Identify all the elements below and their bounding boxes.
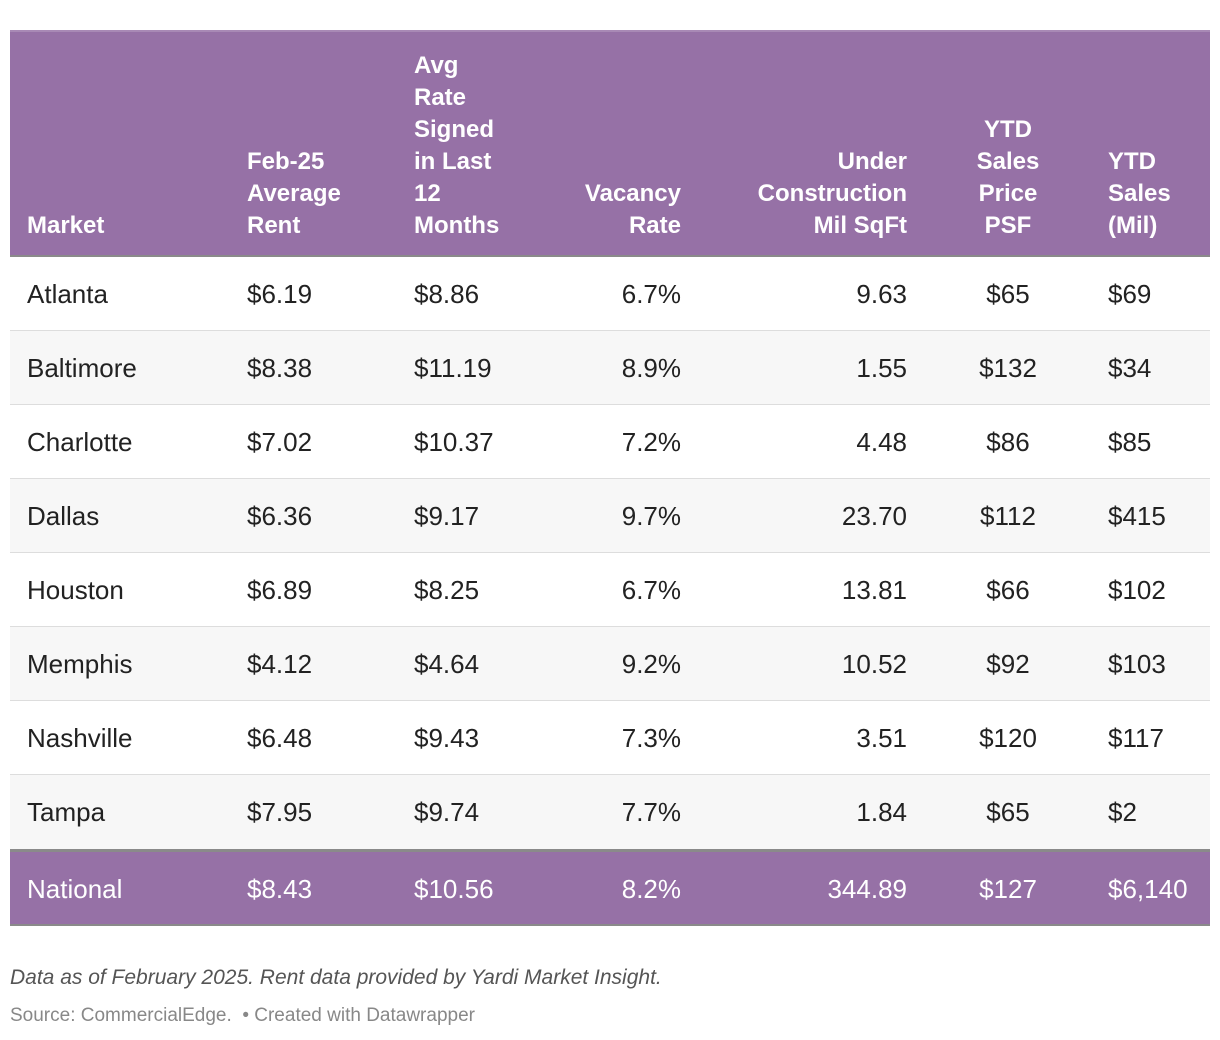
- cell: Tampa: [27, 797, 106, 827]
- total-cell: $127: [979, 874, 1037, 904]
- cell: 9.7%: [621, 501, 681, 531]
- cell: $34: [1108, 353, 1152, 383]
- total-cell: $8.43: [247, 874, 313, 904]
- header-cell: Avg Rate Signed in Last 12 Months: [414, 52, 500, 239]
- cell: 10.52: [841, 649, 907, 679]
- cell: Nashville: [27, 723, 133, 753]
- cell: $7.02: [247, 427, 313, 457]
- cell: $6.48: [247, 723, 313, 753]
- cell: $66: [986, 575, 1030, 605]
- cell: $10.37: [414, 427, 494, 457]
- cell: $112: [980, 501, 1036, 531]
- credit: • Created with Datawrapper: [242, 1005, 475, 1026]
- cell: 3.51: [856, 723, 907, 753]
- total-cell: $6,140: [1108, 874, 1188, 904]
- cell: $120: [979, 723, 1037, 753]
- total-bg: [10, 849, 1210, 926]
- cell: 4.48: [856, 427, 907, 457]
- cell: $8.86: [414, 279, 480, 309]
- cell: 13.81: [841, 575, 907, 605]
- total-cell: 8.2%: [621, 874, 681, 904]
- cell: 7.3%: [621, 723, 681, 753]
- row-bg: [10, 553, 1210, 627]
- cell: $69: [1108, 279, 1152, 309]
- cell: $7.95: [247, 797, 313, 827]
- cell: $6.36: [247, 501, 313, 531]
- row-bg: [10, 405, 1210, 479]
- cell: $117: [1108, 723, 1164, 753]
- cell: 9.63: [856, 279, 907, 309]
- cell: $9.74: [414, 797, 480, 827]
- cell: $6.89: [247, 575, 313, 605]
- cell: Atlanta: [27, 279, 108, 309]
- cell: $8.25: [414, 575, 480, 605]
- header-cell: YTD Sales Price PSF: [976, 116, 1040, 239]
- cell: Memphis: [27, 649, 133, 679]
- cell: $65: [986, 797, 1030, 827]
- header-cell: Vacancy Rate: [584, 180, 681, 239]
- cell: 6.7%: [621, 279, 681, 309]
- cell: 8.9%: [621, 353, 681, 383]
- cell: 7.2%: [621, 427, 681, 457]
- source-text: Source: CommercialEdge.: [10, 1005, 232, 1026]
- cell: $9.17: [414, 501, 480, 531]
- header-cell: Market: [27, 212, 105, 239]
- cell: 1.55: [856, 353, 907, 383]
- total-cell: 344.89: [827, 874, 907, 904]
- cell: $11.19: [414, 353, 492, 383]
- cell: Houston: [27, 575, 124, 605]
- cell: $102: [1108, 575, 1166, 605]
- cell: $415: [1108, 501, 1166, 531]
- header-cell: Under Construction Mil SqFt: [757, 148, 907, 239]
- cell: Charlotte: [27, 427, 133, 457]
- cell: $4.64: [414, 649, 480, 679]
- row-bg: [10, 627, 1210, 701]
- cell: 23.70: [841, 501, 907, 531]
- total-cell: National: [27, 874, 123, 904]
- total-cell: $10.56: [414, 874, 494, 904]
- source: Source: CommercialEdge. • Created with D…: [10, 1005, 475, 1027]
- cell: 7.7%: [621, 797, 681, 827]
- note: Data as of February 2025. Rent data prov…: [10, 966, 662, 989]
- row-bg: [10, 479, 1210, 553]
- cell: $8.38: [247, 353, 313, 383]
- cell: Baltimore: [27, 353, 137, 383]
- row-bg: [10, 257, 1210, 331]
- cell: $103: [1108, 649, 1166, 679]
- cell: Dallas: [27, 501, 100, 531]
- cell: $65: [986, 279, 1030, 309]
- cell: $4.12: [247, 649, 313, 679]
- row-bg: [10, 775, 1210, 849]
- header-cell: YTD Sales (Mil): [1108, 148, 1171, 239]
- cell: $86: [986, 427, 1030, 457]
- row-bg: [10, 701, 1210, 775]
- cell: 6.7%: [621, 575, 681, 605]
- cell: 9.2%: [621, 649, 681, 679]
- cell: 1.84: [856, 797, 907, 827]
- cell: $85: [1108, 427, 1152, 457]
- cell: $9.43: [414, 723, 480, 753]
- cell: $2: [1108, 797, 1137, 827]
- cell: $92: [986, 649, 1030, 679]
- cell: $132: [979, 353, 1037, 383]
- row-bg: [10, 331, 1210, 405]
- cell: $6.19: [247, 279, 313, 309]
- header-bg: [10, 30, 1210, 257]
- header-cell: Feb-25 Average Rent: [247, 148, 341, 239]
